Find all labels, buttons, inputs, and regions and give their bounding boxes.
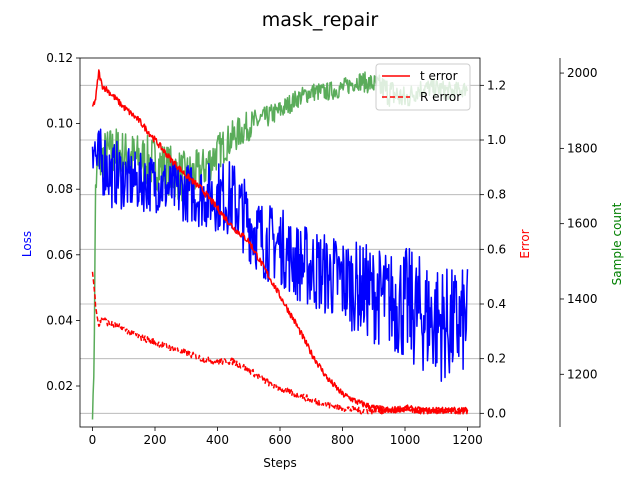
legend-label-r-error: R error	[420, 90, 461, 104]
loss-tick-label-3: 0.08	[46, 182, 73, 196]
series-t-error	[91, 69, 469, 415]
error-tick-label-1: 0.2	[487, 352, 506, 366]
x-tick-label-0: 0	[89, 433, 97, 447]
error-tick-label-6: 1.2	[487, 78, 506, 92]
sample-tick-label-0: 1200	[567, 367, 598, 381]
x-tick-label-1200: 1200	[452, 433, 483, 447]
x-tick-label-600: 600	[269, 433, 292, 447]
sample-count-axis-label: Sample count	[610, 202, 624, 285]
sample-tick-label-1: 1400	[567, 292, 598, 306]
sample-tick-label-4: 2000	[567, 66, 598, 80]
loss-tick-label-1: 0.04	[46, 313, 73, 327]
x-tick-label-400: 400	[206, 433, 229, 447]
series-layer	[91, 69, 469, 420]
loss-axis-label: Loss	[20, 231, 34, 257]
chart-title: mask_repair	[262, 9, 379, 31]
sample-tick-label-3: 1800	[567, 141, 598, 155]
axes: 0 200 400 600 800 1000 1200 0.02 0.04 0.06 0.08 0.1…	[46, 51, 597, 447]
error-tick-label-5: 1.0	[487, 133, 506, 147]
loss-tick-label-0: 0.02	[46, 379, 73, 393]
loss-tick-label-2: 0.06	[46, 248, 73, 262]
x-tick-label-200: 200	[144, 433, 167, 447]
error-tick-label-2: 0.4	[487, 297, 506, 311]
x-tick-label-1000: 1000	[390, 433, 421, 447]
error-tick-label-0: 0.0	[487, 406, 506, 420]
legend: t error R error	[375, 63, 471, 111]
x-axis-label: Steps	[263, 456, 297, 470]
x-tick-label-800: 800	[331, 433, 354, 447]
loss-tick-label-5: 0.12	[46, 51, 73, 65]
series-r-error	[91, 271, 469, 415]
series-loss	[91, 128, 469, 382]
sample-tick-label-2: 1600	[567, 217, 598, 231]
error-axis-label: Error	[518, 229, 532, 258]
error-tick-label-4: 0.8	[487, 188, 506, 202]
error-tick-label-3: 0.6	[487, 242, 506, 256]
loss-tick-label-4: 0.10	[46, 117, 73, 131]
legend-label-t-error: t error	[420, 69, 458, 83]
